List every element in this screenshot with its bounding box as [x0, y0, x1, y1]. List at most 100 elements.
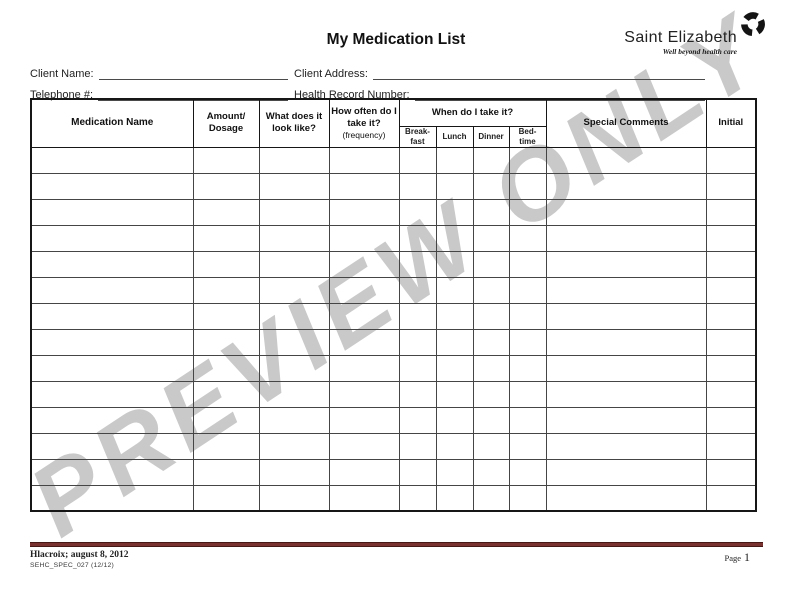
- table-cell: [545, 458, 707, 486]
- table-cell: [472, 302, 510, 330]
- table-cell: [705, 380, 757, 408]
- logo-tagline: Well beyond health care: [662, 47, 737, 56]
- table-cell: [472, 328, 510, 356]
- table-cell: [328, 224, 400, 252]
- table-cell: [705, 432, 757, 460]
- frequency-note: (frequency): [342, 129, 386, 140]
- table-cell: [398, 328, 437, 356]
- table-cell: [435, 432, 474, 460]
- col-header-frequency: How often do I take it? (frequency): [328, 98, 400, 148]
- table-cell: [192, 172, 260, 200]
- table-cell: [435, 406, 474, 434]
- table-cell: [398, 146, 437, 174]
- table-row: [30, 302, 757, 330]
- table-row: [30, 354, 757, 382]
- table-cell: [192, 458, 260, 486]
- table-cell: [258, 432, 330, 460]
- table-cell: [328, 302, 400, 330]
- medication-table: Medication Name Amount/ Dosage What does…: [30, 98, 758, 512]
- table-cell: [328, 380, 400, 408]
- col-header-medication-name: Medication Name: [30, 98, 194, 148]
- table-cell: [472, 276, 510, 304]
- table-cell: [472, 354, 510, 382]
- table-cell: [508, 380, 547, 408]
- table-cell: [435, 250, 474, 278]
- appearance-line-1: What does it: [265, 111, 323, 123]
- table-cell: [258, 276, 330, 304]
- table-cell: [705, 276, 757, 304]
- table-row: [30, 198, 757, 226]
- table-cell: [435, 146, 474, 174]
- table-cell: [472, 146, 510, 174]
- table-cell: [545, 328, 707, 356]
- table-cell: [472, 250, 510, 278]
- table-cell: [192, 250, 260, 278]
- table-row: [30, 406, 757, 434]
- table-cell: [472, 172, 510, 200]
- table-cell: [508, 328, 547, 356]
- table-cell: [398, 172, 437, 200]
- table-cell: [705, 224, 757, 252]
- client-row-1: Client Name: Client Address:: [30, 61, 705, 80]
- table-row: [30, 484, 757, 512]
- table-cell: [30, 354, 194, 382]
- table-cell: [328, 458, 400, 486]
- table-cell: [508, 224, 547, 252]
- client-address-label: Client Address:: [294, 68, 368, 80]
- table-cell: [258, 198, 330, 226]
- frequency-line-1: How often do I: [331, 106, 397, 118]
- table-cell: [192, 406, 260, 434]
- table-cell: [435, 172, 474, 200]
- table-cell: [192, 354, 260, 382]
- page-title: My Medication List: [326, 31, 466, 48]
- table-cell: [192, 302, 260, 330]
- subcol-header-breakfast: Break- fast: [398, 125, 437, 148]
- table-cell: [258, 302, 330, 330]
- table-cell: [435, 276, 474, 304]
- table-cell: [508, 302, 547, 330]
- table-cell: [192, 224, 260, 252]
- table-cell: [435, 484, 474, 512]
- breakfast-line-2: fast: [410, 136, 425, 146]
- table-cell: [472, 380, 510, 408]
- table-cell: [258, 354, 330, 382]
- col-header-amount-dosage: Amount/ Dosage: [192, 98, 260, 148]
- table-row: [30, 224, 757, 252]
- table-cell: [508, 198, 547, 226]
- table-cell: [398, 432, 437, 460]
- table-cell: [545, 406, 707, 434]
- table-cell: [328, 250, 400, 278]
- table-cell: [258, 380, 330, 408]
- table-cell: [258, 484, 330, 512]
- table-cell: [258, 224, 330, 252]
- table-cell: [508, 146, 547, 174]
- table-cell: [30, 458, 194, 486]
- table-cell: [508, 276, 547, 304]
- footer-document-code: SEHC_SPEC_027 (12/12): [30, 562, 114, 569]
- col-header-appearance: What does it look like?: [258, 98, 330, 148]
- table-row: [30, 458, 757, 486]
- table-cell: [328, 198, 400, 226]
- table-cell: [545, 354, 707, 382]
- table-cell: [545, 172, 707, 200]
- table-cell: [398, 354, 437, 382]
- table-cell: [192, 146, 260, 174]
- footer-divider-rule: [30, 542, 763, 547]
- table-cell: [258, 406, 330, 434]
- table-cell: [705, 406, 757, 434]
- table-cell: [30, 146, 194, 174]
- medication-table-body: [30, 146, 757, 512]
- table-cell: [398, 276, 437, 304]
- table-cell: [472, 484, 510, 512]
- table-cell: [328, 484, 400, 512]
- client-address-blank-line: [372, 66, 705, 80]
- table-cell: [545, 302, 707, 330]
- table-cell: [508, 484, 547, 512]
- client-info-fields: Client Name: Client Address: Telephone #…: [30, 61, 705, 103]
- table-cell: [435, 224, 474, 252]
- logo-wordmark: Saint Elizabeth: [624, 29, 737, 46]
- table-cell: [472, 406, 510, 434]
- table-cell: [705, 146, 757, 174]
- bedtime-line-1: Bed-: [518, 127, 537, 137]
- table-cell: [435, 328, 474, 356]
